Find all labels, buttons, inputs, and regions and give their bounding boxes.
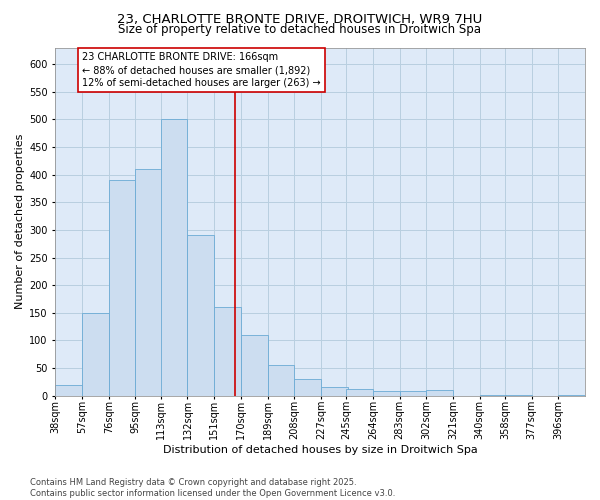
- Bar: [187, 236, 214, 396]
- Y-axis label: Number of detached properties: Number of detached properties: [15, 134, 25, 310]
- Bar: [426, 390, 453, 396]
- Text: 23 CHARLOTTE BRONTE DRIVE: 166sqm
← 88% of detached houses are smaller (1,892)
1: 23 CHARLOTTE BRONTE DRIVE: 166sqm ← 88% …: [82, 52, 321, 88]
- Text: Size of property relative to detached houses in Droitwich Spa: Size of property relative to detached ho…: [119, 24, 482, 36]
- Bar: [161, 120, 187, 396]
- Bar: [136, 169, 162, 396]
- Bar: [321, 388, 347, 396]
- Bar: [559, 394, 585, 396]
- Bar: [400, 392, 426, 396]
- X-axis label: Distribution of detached houses by size in Droitwich Spa: Distribution of detached houses by size …: [163, 445, 478, 455]
- Bar: [55, 384, 82, 396]
- Bar: [346, 389, 373, 396]
- Bar: [268, 366, 294, 396]
- Bar: [109, 180, 136, 396]
- Bar: [479, 394, 506, 396]
- Bar: [214, 308, 241, 396]
- Bar: [373, 392, 400, 396]
- Bar: [294, 379, 321, 396]
- Text: 23, CHARLOTTE BRONTE DRIVE, DROITWICH, WR9 7HU: 23, CHARLOTTE BRONTE DRIVE, DROITWICH, W…: [118, 12, 482, 26]
- Bar: [82, 313, 109, 396]
- Bar: [505, 394, 532, 396]
- Text: Contains HM Land Registry data © Crown copyright and database right 2025.
Contai: Contains HM Land Registry data © Crown c…: [30, 478, 395, 498]
- Bar: [241, 335, 268, 396]
